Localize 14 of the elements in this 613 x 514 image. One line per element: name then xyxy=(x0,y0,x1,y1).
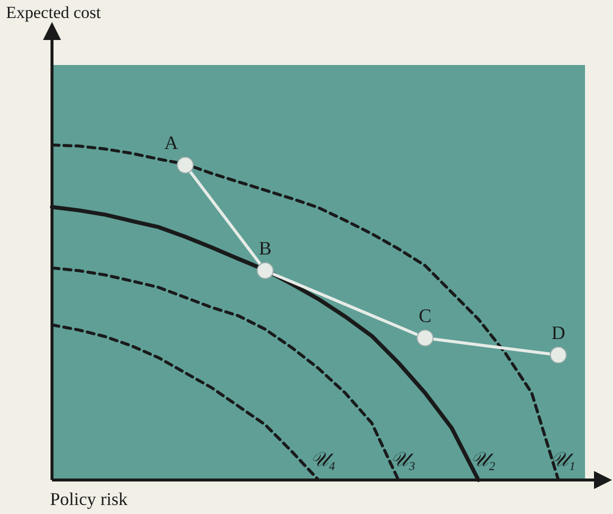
annotation: B xyxy=(258,238,272,260)
series-label: 𝒰₁ xyxy=(550,449,576,471)
point xyxy=(176,156,194,174)
annotation: C xyxy=(418,306,432,327)
text: Expected cost xyxy=(6,3,102,22)
point xyxy=(256,262,274,280)
annotation: D xyxy=(551,323,566,344)
x-axis-title: Policy risk xyxy=(50,489,128,509)
point xyxy=(550,346,567,364)
point xyxy=(416,329,434,346)
series-label: 𝒰₄ xyxy=(310,449,336,471)
series-label: 𝒰₃ xyxy=(390,449,416,471)
series-label: 𝒰₂ xyxy=(470,449,496,471)
annotation: A xyxy=(164,133,178,154)
